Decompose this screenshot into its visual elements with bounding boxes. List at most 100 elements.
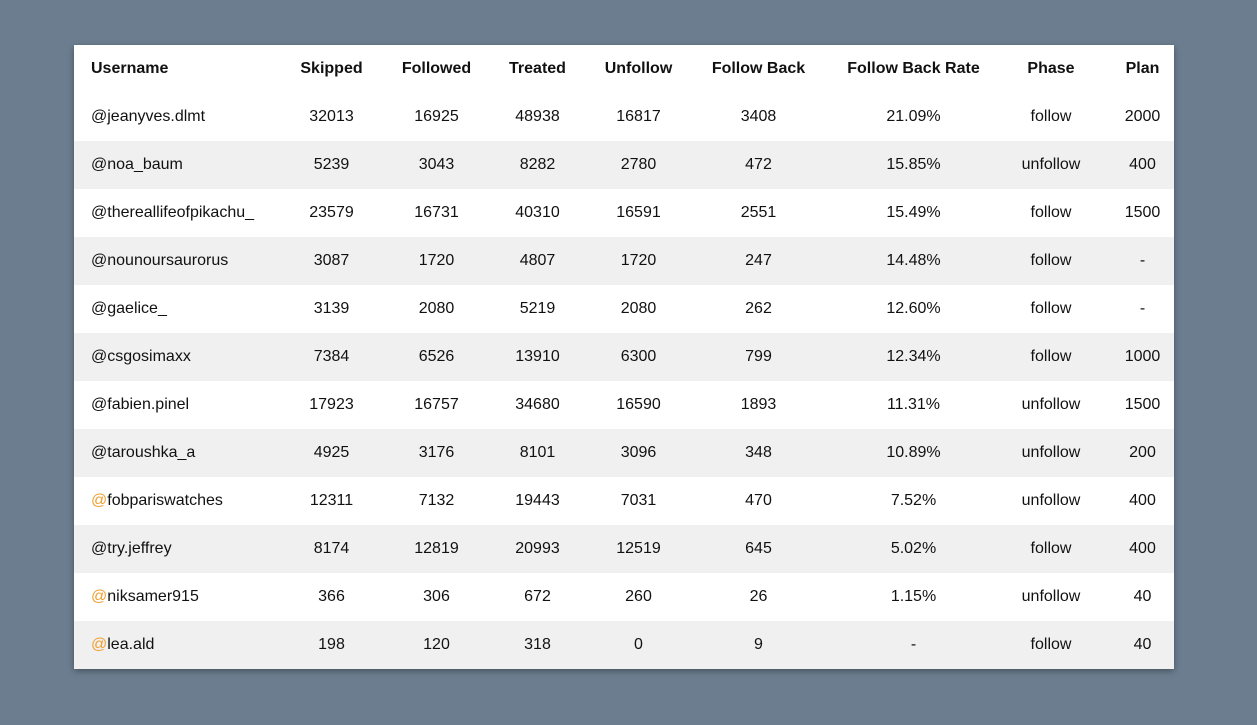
cell-follow-back-rate: 14.48% [886,252,941,269]
cell-plan: 1500 [1124,396,1161,413]
cell-followed: 1720 [418,252,455,269]
username-text: nounoursaurorus [107,252,229,269]
cell-plan: 1500 [1124,204,1161,221]
table-row: @fabien.pinel 17923 16757 34680 16590 1893 11.… [74,381,1174,429]
cell-skipped: 8174 [313,540,350,557]
cell-follow-back: 9 [754,636,763,653]
username-text: taroushka_a [107,444,196,461]
cell-follow-back-rate: 10.89% [886,444,941,461]
cell-treated: 20993 [515,540,560,557]
cell-follow-back: 26 [749,588,768,605]
table-row: @jeanyves.dlmt 32013 16925 48938 16817 3408 21… [74,93,1174,141]
cell-skipped: 12311 [309,492,354,509]
cell-followed: 3043 [418,156,455,173]
cell-username: @nounoursaurorus [74,237,269,285]
cell-followed: 16925 [414,108,459,125]
username-text: gaelice_ [107,300,167,317]
cell-follow-back: 645 [745,540,772,557]
header-follow-back-rate: Follow Back Rate [847,60,980,77]
cell-username: @jeanyves.dlmt [74,93,269,141]
header-skipped: Skipped [300,60,363,77]
cell-followed: 3176 [418,444,455,461]
username-at-sign: @ [91,492,108,509]
cell-unfollow: 2080 [620,300,657,317]
username-text: thereallifeofpikachu_ [107,204,255,221]
cell-follow-back-rate: 15.49% [886,204,941,221]
cell-unfollow: 16591 [616,204,661,221]
header-plan: Plan [1125,60,1160,77]
cell-follow-back-rate: 12.60% [886,300,941,317]
cell-username: @gaelice_ [74,285,269,333]
cell-follow-back: 348 [745,444,772,461]
table-row: @csgosimaxx 7384 6526 13910 6300 799 12.34% fol… [74,333,1174,381]
cell-followed: 7132 [418,492,455,509]
cell-skipped: 4925 [313,444,350,461]
cell-unfollow: 6300 [620,348,657,365]
cell-unfollow: 16590 [616,396,661,413]
cell-treated: 8282 [519,156,556,173]
cell-username: @taroushka_a [74,429,269,477]
cell-phase: unfollow [1021,396,1081,413]
username-at-sign: @ [91,540,108,557]
cell-skipped: 17923 [309,396,354,413]
username-at-sign: @ [91,396,108,413]
cell-phase: unfollow [1021,492,1081,509]
cell-phase: follow [1030,348,1072,365]
cell-follow-back-rate: 12.34% [886,348,941,365]
cell-username: @try.jeffrey [74,525,269,573]
cell-unfollow: 16817 [616,108,661,125]
username-text: noa_baum [107,156,183,173]
cell-phase: unfollow [1021,444,1081,461]
cell-skipped: 32013 [309,108,354,125]
cell-plan: 400 [1129,540,1156,557]
username-at-sign: @ [91,588,108,605]
cell-follow-back-rate: 7.52% [890,492,937,509]
cell-phase: follow [1030,252,1072,269]
cell-follow-back: 472 [745,156,772,173]
cell-username: @fobpariswatches [74,477,269,525]
cell-skipped: 7384 [313,348,350,365]
header-treated: Treated [509,60,566,77]
cell-unfollow: 260 [625,588,652,605]
table-row: @nounoursaurorus 3087 1720 4807 1720 247 14.48… [74,237,1174,285]
table-row: @gaelice_ 3139 2080 5219 2080 262 12.60% follow… [74,285,1174,333]
cell-follow-back-rate: 5.02% [890,540,937,557]
header-followed: Followed [401,60,472,77]
cell-username: @csgosimaxx [74,333,269,381]
cell-followed: 120 [423,636,450,653]
cell-treated: 19443 [515,492,560,509]
cell-treated: 48938 [515,108,560,125]
stats-table: Username Skipped Followed Treated Unfoll… [74,45,1174,669]
cell-unfollow: 1720 [620,252,657,269]
cell-treated: 5219 [519,300,556,317]
cell-plan: - [1139,300,1146,317]
cell-skipped: 23579 [309,204,354,221]
cell-followed: 12819 [414,540,459,557]
stats-card: Username Skipped Followed Treated Unfoll… [74,45,1174,669]
username-at-sign: @ [91,348,108,365]
cell-unfollow: 3096 [620,444,657,461]
table-row: @fobpariswatches 12311 7132 19443 7031 470 7.5… [74,477,1174,525]
cell-phase: follow [1030,636,1072,653]
table-row: @try.jeffrey 8174 12819 20993 12519 645 5.02% f… [74,525,1174,573]
cell-follow-back-rate: - [910,636,917,653]
cell-follow-back: 2551 [740,204,777,221]
username-text: csgosimaxx [107,348,191,365]
cell-follow-back: 262 [745,300,772,317]
cell-phase: follow [1030,300,1072,317]
cell-unfollow: 7031 [620,492,657,509]
username-text: try.jeffrey [107,540,172,557]
cell-username: @niksamer915 [74,573,269,621]
cell-phase: follow [1030,204,1072,221]
table-row: @taroushka_a 4925 3176 8101 3096 348 10.89% unf… [74,429,1174,477]
cell-phase: unfollow [1021,588,1081,605]
cell-treated: 40310 [515,204,560,221]
cell-treated: 318 [524,636,551,653]
cell-follow-back: 470 [745,492,772,509]
cell-skipped: 5239 [313,156,350,173]
cell-phase: follow [1030,108,1072,125]
cell-followed: 16731 [414,204,459,221]
cell-username: @lea.ald [74,621,269,669]
cell-skipped: 3139 [313,300,350,317]
cell-follow-back-rate: 1.15% [890,588,937,605]
